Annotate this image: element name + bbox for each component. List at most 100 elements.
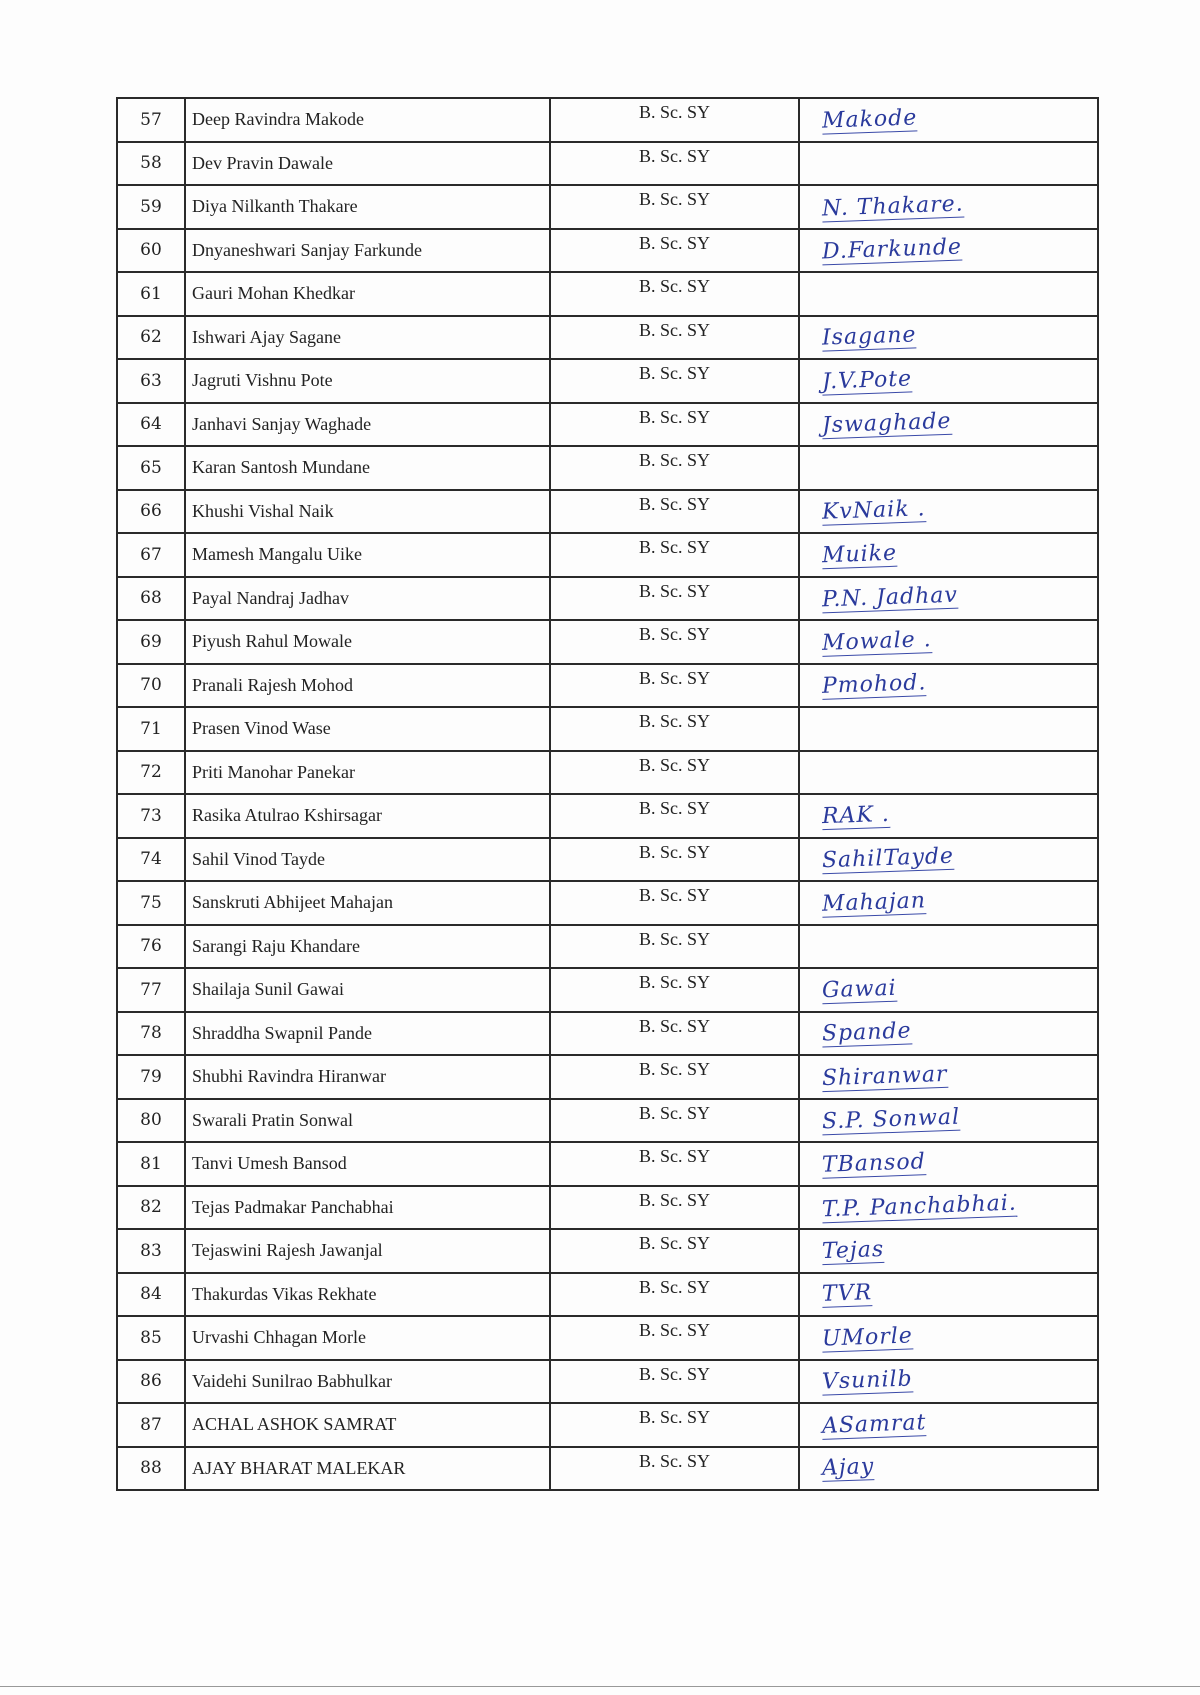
handwritten-signature: Muike bbox=[821, 540, 898, 570]
serial-number: 59 bbox=[116, 184, 186, 230]
class-name: B. Sc. SY bbox=[549, 575, 800, 621]
table-row: 74 Sahil Vinod Tayde B. Sc. SY SahilTayde bbox=[116, 836, 1099, 882]
handwritten-signature: Shiranwar bbox=[821, 1061, 948, 1092]
handwritten-signature: SahilTayde bbox=[821, 843, 955, 875]
signature-cell: RAK . bbox=[798, 793, 1099, 839]
serial-number: 66 bbox=[116, 488, 186, 534]
student-name: Shailaja Sunil Gawai bbox=[184, 967, 551, 1013]
serial-number: 88 bbox=[116, 1445, 186, 1491]
student-name: Sahil Vinod Tayde bbox=[184, 836, 551, 882]
signature-cell: T.P. Panchabhai. bbox=[798, 1184, 1099, 1230]
handwritten-signature: P.N. Jadhav bbox=[821, 582, 959, 614]
class-name: B. Sc. SY bbox=[549, 1358, 800, 1404]
serial-number: 69 bbox=[116, 619, 186, 665]
table-row: 62 Ishwari Ajay Sagane B. Sc. SY Isagane bbox=[116, 314, 1099, 360]
student-name: Tejaswini Rajesh Jawanjal bbox=[184, 1228, 551, 1274]
signature-cell: TBansod bbox=[798, 1141, 1099, 1187]
attendance-table-body: 57 Deep Ravindra Makode B. Sc. SY Makode 58 D… bbox=[116, 97, 1099, 1491]
table-row: 58 Dev Pravin Dawale B. Sc. SY bbox=[116, 140, 1099, 186]
serial-number: 75 bbox=[116, 880, 186, 926]
class-name: B. Sc. SY bbox=[549, 836, 800, 882]
serial-number: 58 bbox=[116, 140, 186, 186]
signature-cell bbox=[798, 140, 1099, 186]
serial-number: 61 bbox=[116, 271, 186, 317]
serial-number: 63 bbox=[116, 358, 186, 404]
student-name: Piyush Rahul Mowale bbox=[184, 619, 551, 665]
student-name: Mamesh Mangalu Uike bbox=[184, 532, 551, 578]
class-name: B. Sc. SY bbox=[549, 880, 800, 926]
table-row: 73 Rasika Atulrao Kshirsagar B. Sc. SY RAK … bbox=[116, 793, 1099, 839]
handwritten-signature: Jswaghade bbox=[821, 408, 952, 440]
class-name: B. Sc. SY bbox=[549, 662, 800, 708]
class-name: B. Sc. SY bbox=[549, 140, 800, 186]
student-name: Sanskruti Abhijeet Mahajan bbox=[184, 880, 551, 926]
signature-cell: N. Thakare. bbox=[798, 184, 1099, 230]
table-row: 64 Janhavi Sanjay Waghade B. Sc. SY Jswagha… bbox=[116, 401, 1099, 447]
serial-number: 60 bbox=[116, 227, 186, 273]
table-row: 84 Thakurdas Vikas Rekhate B. Sc. SY TVR bbox=[116, 1271, 1099, 1317]
student-name: ACHAL ASHOK SAMRAT bbox=[184, 1402, 551, 1448]
signature-cell: SahilTayde bbox=[798, 836, 1099, 882]
handwritten-signature: ASamrat bbox=[821, 1409, 927, 1440]
signature-cell bbox=[798, 445, 1099, 491]
signature-cell: D.Farkunde bbox=[798, 227, 1099, 273]
student-name: Shubhi Ravindra Hiranwar bbox=[184, 1054, 551, 1100]
class-name: B. Sc. SY bbox=[549, 1271, 800, 1317]
student-name: Janhavi Sanjay Waghade bbox=[184, 401, 551, 447]
signature-cell: Isagane bbox=[798, 314, 1099, 360]
class-name: B. Sc. SY bbox=[549, 1445, 800, 1491]
table-row: 72 Priti Manohar Panekar B. Sc. SY bbox=[116, 749, 1099, 795]
serial-number: 74 bbox=[116, 836, 186, 882]
signature-cell: KvNaik . bbox=[798, 488, 1099, 534]
handwritten-signature: RAK . bbox=[821, 801, 891, 830]
serial-number: 64 bbox=[116, 401, 186, 447]
handwritten-signature: TBansod bbox=[821, 1148, 927, 1179]
serial-number: 86 bbox=[116, 1358, 186, 1404]
scan-edge-line bbox=[0, 1686, 1200, 1687]
class-name: B. Sc. SY bbox=[549, 1402, 800, 1448]
student-name: Swarali Pratin Sonwal bbox=[184, 1097, 551, 1143]
signature-cell: S.P. Sonwal bbox=[798, 1097, 1099, 1143]
student-name: Khushi Vishal Naik bbox=[184, 488, 551, 534]
class-name: B. Sc. SY bbox=[549, 1054, 800, 1100]
class-name: B. Sc. SY bbox=[549, 1010, 800, 1056]
serial-number: 85 bbox=[116, 1315, 186, 1361]
student-name: Tejas Padmakar Panchabhai bbox=[184, 1184, 551, 1230]
serial-number: 68 bbox=[116, 575, 186, 621]
class-name: B. Sc. SY bbox=[549, 923, 800, 969]
table-row: 85 Urvashi Chhagan Morle B. Sc. SY UMorle bbox=[116, 1315, 1099, 1361]
attendance-table: 57 Deep Ravindra Makode B. Sc. SY Makode 58 D… bbox=[116, 97, 1099, 1491]
serial-number: 73 bbox=[116, 793, 186, 839]
table-row: 83 Tejaswini Rajesh Jawanjal B. Sc. SY Teja… bbox=[116, 1228, 1099, 1274]
signature-cell bbox=[798, 749, 1099, 795]
student-name: Urvashi Chhagan Morle bbox=[184, 1315, 551, 1361]
signature-cell: ASamrat bbox=[798, 1402, 1099, 1448]
student-name: Shraddha Swapnil Pande bbox=[184, 1010, 551, 1056]
student-name: Jagruti Vishnu Pote bbox=[184, 358, 551, 404]
signature-cell: Jswaghade bbox=[798, 401, 1099, 447]
table-row: 82 Tejas Padmakar Panchabhai B. Sc. SY T.P.… bbox=[116, 1184, 1099, 1230]
handwritten-signature: T.P. Panchabhai. bbox=[821, 1190, 1018, 1224]
signature-cell: P.N. Jadhav bbox=[798, 575, 1099, 621]
signature-cell: J.V.Pote bbox=[798, 358, 1099, 404]
student-name: Payal Nandraj Jadhav bbox=[184, 575, 551, 621]
signature-cell: Spande bbox=[798, 1010, 1099, 1056]
table-row: 77 Shailaja Sunil Gawai B. Sc. SY Gawai bbox=[116, 967, 1099, 1013]
table-row: 57 Deep Ravindra Makode B. Sc. SY Makode bbox=[116, 97, 1099, 143]
class-name: B. Sc. SY bbox=[549, 401, 800, 447]
student-name: Priti Manohar Panekar bbox=[184, 749, 551, 795]
handwritten-signature: Ajay bbox=[821, 1454, 875, 1483]
serial-number: 62 bbox=[116, 314, 186, 360]
class-name: B. Sc. SY bbox=[549, 488, 800, 534]
handwritten-signature: Mowale . bbox=[821, 626, 933, 657]
serial-number: 82 bbox=[116, 1184, 186, 1230]
signature-cell: Makode bbox=[798, 97, 1099, 143]
table-row: 78 Shraddha Swapnil Pande B. Sc. SY Spande bbox=[116, 1010, 1099, 1056]
table-row: 88 AJAY BHARAT MALEKAR B. Sc. SY Ajay bbox=[116, 1445, 1099, 1491]
signature-cell: Pmohod. bbox=[798, 662, 1099, 708]
serial-number: 57 bbox=[116, 97, 186, 143]
handwritten-signature: KvNaik . bbox=[821, 496, 926, 527]
serial-number: 87 bbox=[116, 1402, 186, 1448]
table-row: 67 Mamesh Mangalu Uike B. Sc. SY Muike bbox=[116, 532, 1099, 578]
student-name: Deep Ravindra Makode bbox=[184, 97, 551, 143]
